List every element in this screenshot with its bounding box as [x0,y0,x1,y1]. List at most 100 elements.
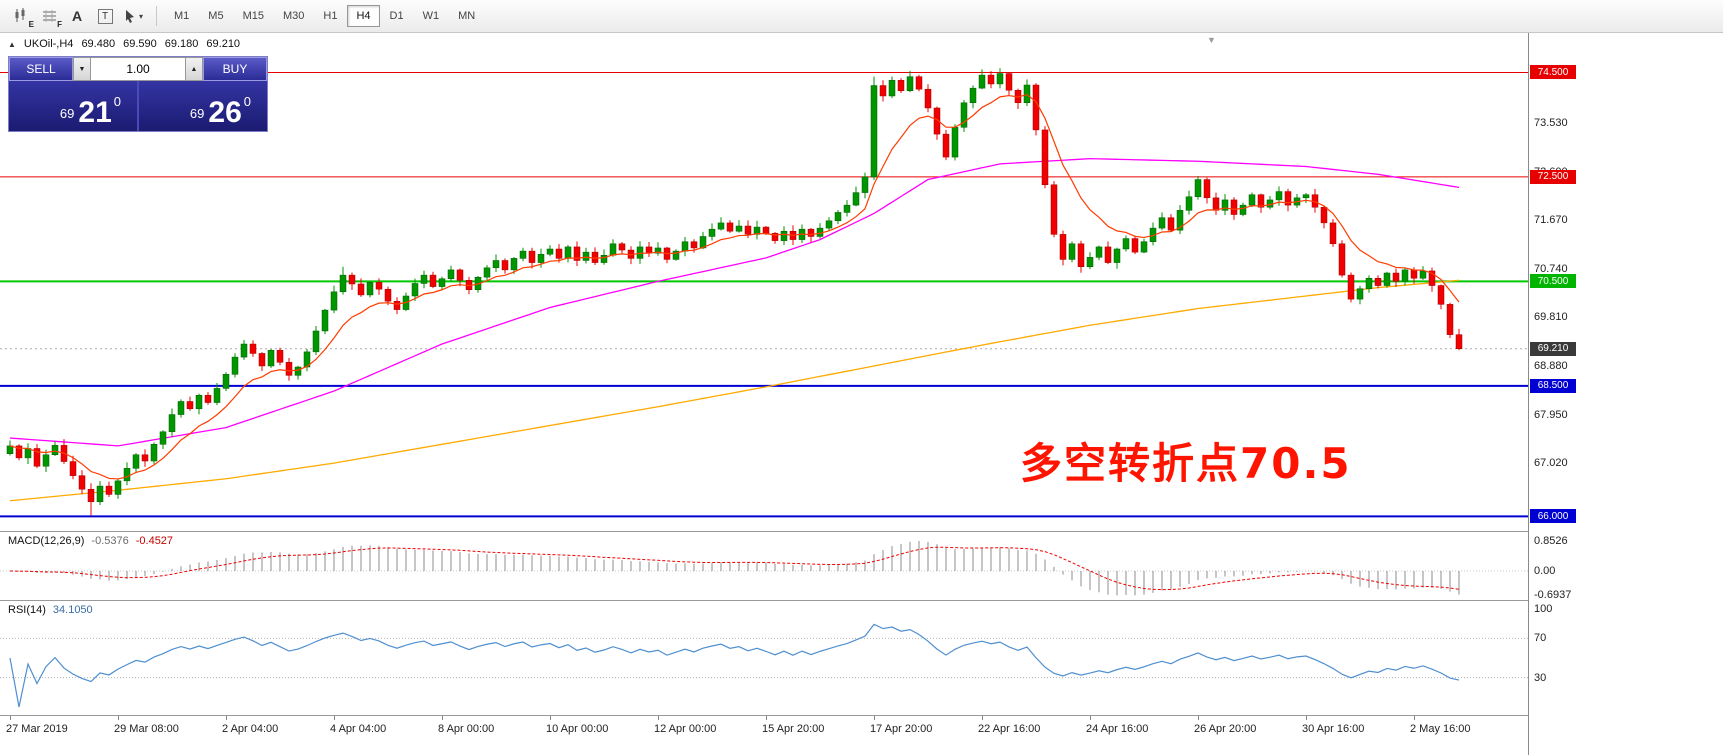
time-tick [1198,716,1199,720]
candle-up [1419,270,1427,279]
time-label: 30 Apr 16:00 [1302,723,1365,735]
candle-down [1374,277,1382,286]
candle-up [312,330,320,353]
candle-up [1194,179,1202,198]
price-tick: 73.530 [1534,117,1568,130]
candle-up [852,192,860,206]
price-tick: 71.670 [1534,214,1568,227]
candle-down [762,226,770,234]
price-scale-column[interactable]: 73.53072.60071.67070.74069.81068.88067.9… [1528,33,1723,755]
candle-up [1068,243,1076,260]
candle-down [429,274,437,287]
sell-button[interactable]: SELL [9,57,73,81]
volume-input[interactable]: 1.00 [91,57,185,81]
price-tick: 67.950 [1534,408,1568,421]
candle-up [24,448,32,459]
price-chart-area[interactable] [0,33,1528,531]
candle-down [1392,272,1400,282]
volume-increase-button[interactable]: ▲ [185,57,203,81]
rsi-axis-label: 100 [1534,603,1553,615]
cursor-tool[interactable]: ▾ [120,4,146,28]
time-tick [766,716,767,720]
toolbar-separator [156,6,157,26]
price-tag: 70.500 [1530,274,1576,289]
candle-up [159,431,167,445]
time-tick [118,716,119,720]
candle-down [1041,129,1049,186]
rsi-axis-label: 70 [1534,632,1547,645]
candle-down [915,76,923,90]
rsi-label: RSI(14) 34.1050 [8,604,93,616]
buy-price-sup: 0 [243,94,251,109]
time-label: 10 Apr 00:00 [546,723,609,735]
candle-down [933,107,941,135]
price-tag: 66.000 [1530,509,1576,524]
tf-m1[interactable]: M1 [174,10,190,22]
candle-up [780,230,788,241]
buy-button[interactable]: BUY [203,57,267,81]
candle-up [1095,246,1103,258]
candle-up [951,127,959,158]
candle-down [357,283,365,296]
price-tag: 72.500 [1530,169,1576,184]
candle-up [1248,194,1256,206]
sell-price-sup: 0 [113,94,121,109]
macd-panel[interactable] [0,532,1528,600]
candle-down [384,288,392,302]
candle-up [294,366,302,376]
tf-m30[interactable]: M30 [282,10,305,22]
candle-down [618,243,626,251]
price-chart-svg[interactable] [0,33,1528,531]
candle-up [168,414,176,433]
price-tick: 67.020 [1534,457,1568,470]
tf-w1[interactable]: W1 [422,10,440,22]
candle-down [1032,84,1040,131]
candle-down [1437,285,1445,305]
time-tick [442,716,443,720]
time-label: 27 Mar 2019 [6,723,68,735]
candle-down [1005,73,1013,91]
time-label: 8 Apr 00:00 [438,723,495,735]
oneclick-collapse-arrow[interactable]: ▲ [8,40,16,49]
candle-down [555,248,563,259]
trade-controls-row: SELL ▼ 1.00 ▲ BUY [9,57,267,81]
frame-tool[interactable]: T [92,4,118,28]
chart-shift-marker[interactable]: ▼ [1207,35,1216,45]
candle-up [1176,210,1184,231]
candle-up [42,454,50,467]
tf-h1[interactable]: H1 [323,10,338,22]
time-axis[interactable]: 27 Mar 2019 29 Mar 08:00 2 Apr 04:00 4 Apr … [0,716,1528,755]
candlesticks-tool[interactable]: E [8,4,34,29]
candle-up [240,343,248,358]
candle-up [609,243,617,256]
candle-up [1023,84,1031,104]
candle-down [1212,197,1220,211]
sell-price-prefix: 69 [59,106,75,121]
tf-d1[interactable]: D1 [389,10,404,22]
candle-down [1104,246,1112,263]
candle-down [348,274,356,285]
sell-price[interactable]: 69 21 0 [9,81,139,131]
volume-decrease-button[interactable]: ▼ [73,57,91,81]
ohlc-low: 69.180 [164,38,199,50]
candle-down [1428,270,1436,286]
candle-down [276,350,284,363]
candle-up [330,291,338,311]
text-tool[interactable]: A [64,4,90,28]
candle-up [123,468,131,482]
tf-m5[interactable]: M5 [208,10,224,22]
tf-h4[interactable]: H4 [347,5,380,27]
candle-down [1257,194,1265,208]
tf-m15[interactable]: M15 [242,10,264,22]
time-label: 4 Apr 04:00 [330,723,387,735]
buy-price[interactable]: 69 26 0 [139,81,267,131]
grid-tool[interactable]: F [36,4,62,29]
rsi-panel[interactable] [0,601,1528,715]
candle-up [843,204,851,213]
time-label: 17 Apr 20:00 [870,723,933,735]
candle-up [519,250,527,259]
one-click-trade-panel: SELL ▼ 1.00 ▲ BUY 69 21 0 69 26 0 [8,56,268,132]
tf-mn[interactable]: MN [458,10,476,22]
macd-value-signal: -0.4527 [135,535,174,547]
candle-down [1059,234,1067,260]
